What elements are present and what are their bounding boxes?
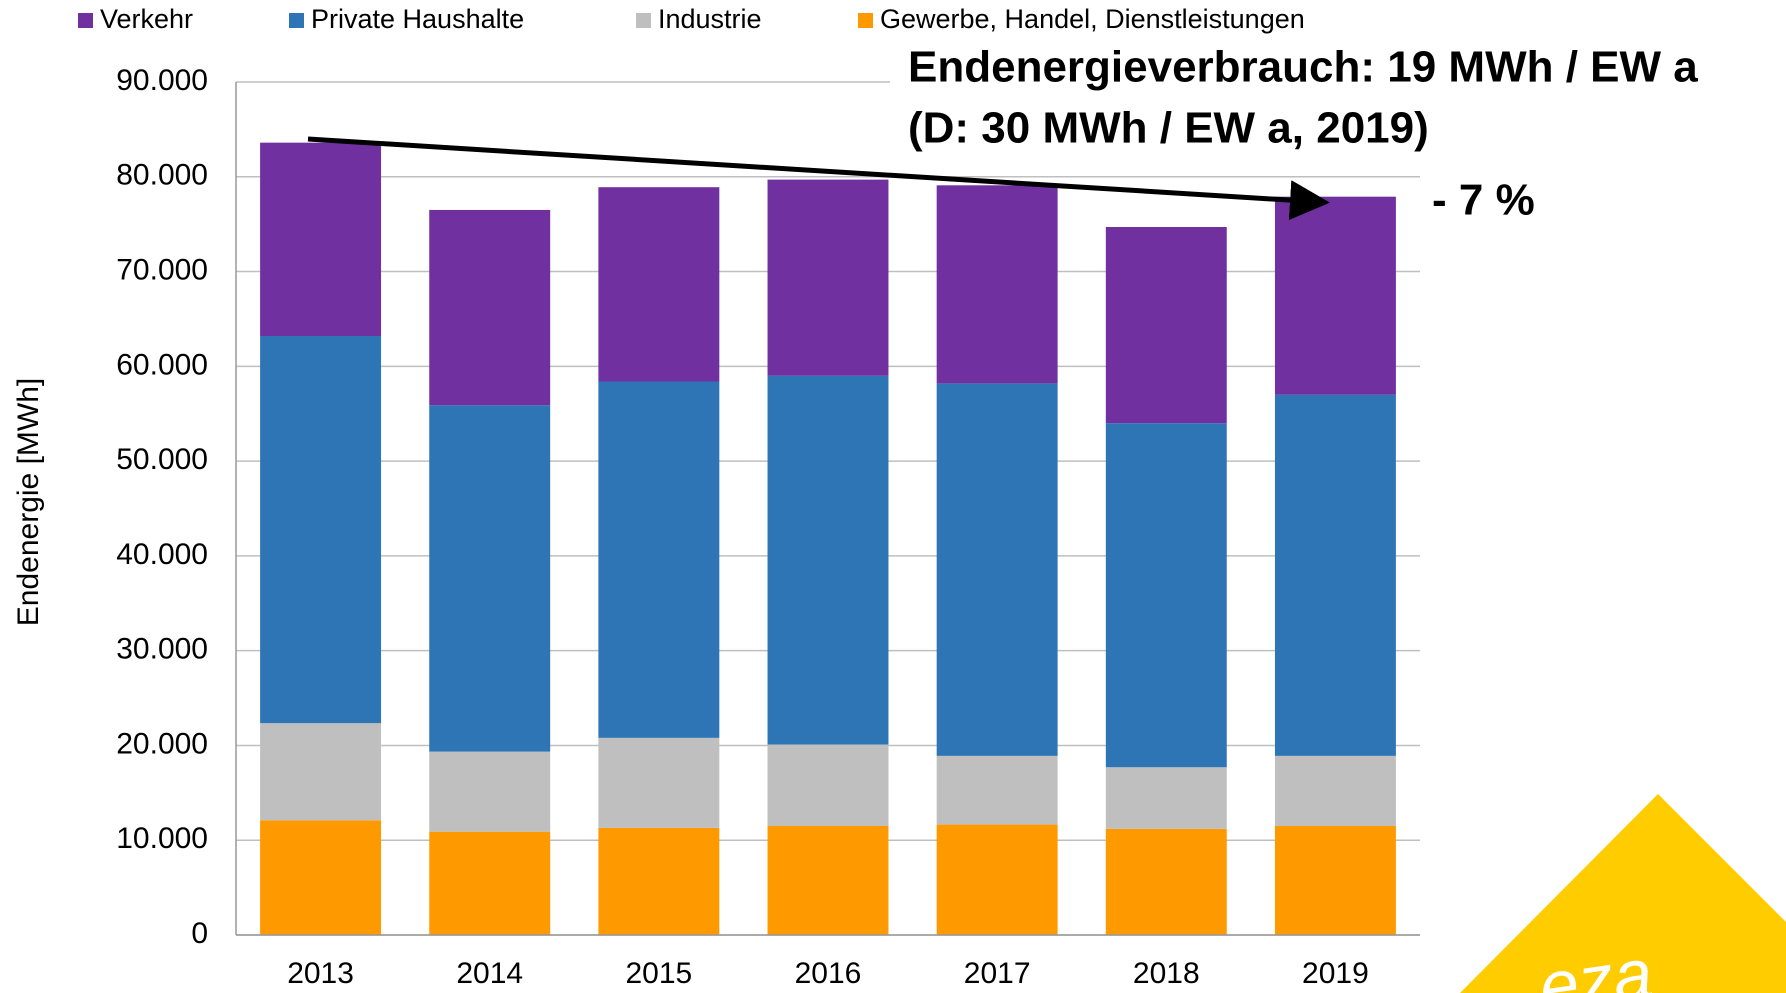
bar-segment [767,375,889,745]
x-tick-label: 2019 [1302,957,1369,990]
logo-shape [1460,794,1786,993]
bar-segment [936,185,1058,384]
bar-segment [598,187,720,382]
y-tick-label: 30.000 [116,633,208,666]
bar-segment [1105,767,1227,829]
annotation: - 7 % [1432,176,1535,225]
bar-segment [1274,394,1396,756]
x-tick-label: 2014 [456,957,523,990]
legend-label: Gewerbe, Handel, Dienstleistungen [880,4,1305,34]
annotation: (D: 30 MWh / EW a, 2019) [908,104,1429,153]
bar-segment [767,826,889,935]
y-tick-label: 90.000 [116,64,208,97]
bar-segment [429,831,551,935]
y-tick-label: 10.000 [116,822,208,855]
bar-segment [767,744,889,827]
y-tick-label: 50.000 [116,443,208,476]
legend-label: Verkehr [100,4,193,34]
legend-swatch [858,13,873,28]
bar-segment [1105,828,1227,935]
annotation-bg [890,40,1786,155]
legend-label: Private Haushalte [311,4,524,34]
x-tick-label: 2013 [287,957,354,990]
bar-segment [1105,423,1227,768]
x-tick-label: 2017 [964,957,1031,990]
bar-segment [1274,826,1396,935]
legend-label: Industrie [658,4,762,34]
bar-segment [260,820,382,935]
x-tick-label: 2018 [1133,957,1200,990]
y-tick-label: 80.000 [116,159,208,192]
bar-segment [936,755,1058,825]
bar-segment [598,737,720,828]
y-tick-label: 0 [191,917,208,950]
bar-segment [936,824,1058,935]
bar-segment [1105,227,1227,424]
legend-swatch [636,13,651,28]
y-tick-label: 20.000 [116,727,208,760]
bar-segment [598,827,720,935]
legend-swatch [78,13,93,28]
bar-segment [260,723,382,821]
x-tick-label: 2015 [625,957,692,990]
bar-segment [260,336,382,724]
y-axis-label: Endenergie [MWh] [12,378,45,626]
legend: Verkehr Private Haushalte Industrie Gewerbe… [78,4,1305,34]
bar-segment [1274,196,1396,395]
y-tick-label: 70.000 [116,253,208,286]
bar-segment [429,751,551,832]
annotation: Endenergieverbrauch: 19 MWh / EW a [908,43,1698,92]
x-tick-label: 2016 [795,957,862,990]
bar-segment [1274,755,1396,827]
bar-segment [767,179,889,376]
bars [260,142,1396,935]
bar-segment [936,383,1058,756]
trend-arrow [307,136,1330,221]
bar-segment [429,209,551,406]
bar-segment [429,405,551,752]
legend-swatch [289,13,304,28]
bar-segment [260,142,382,337]
y-tick-label: 40.000 [116,538,208,571]
y-tick-label: 60.000 [116,348,208,381]
bar-segment [598,381,720,738]
